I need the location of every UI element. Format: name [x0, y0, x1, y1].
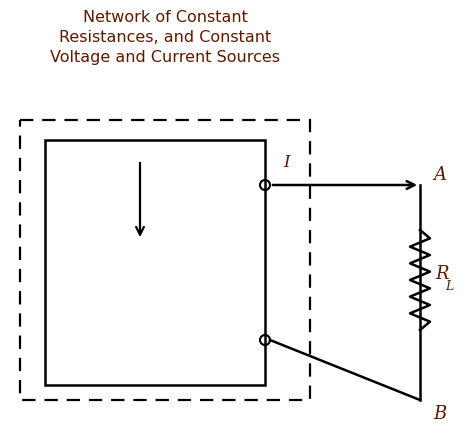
Text: A: A [434, 166, 447, 184]
Text: Network of Constant
Resistances, and Constant
Voltage and Current Sources: Network of Constant Resistances, and Con… [50, 10, 280, 65]
Text: R: R [435, 265, 448, 283]
Bar [45, 140, 265, 385]
Text: L: L [445, 279, 453, 293]
Bar [20, 120, 310, 400]
Text: B: B [433, 405, 447, 423]
Text: I: I [283, 154, 290, 171]
